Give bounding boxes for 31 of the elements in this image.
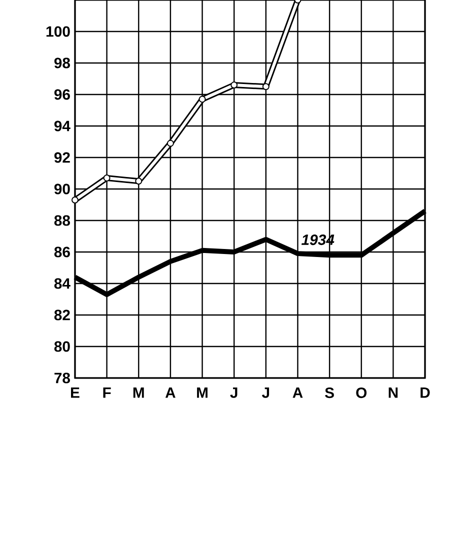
x-tick-label: J <box>230 387 238 398</box>
y-tick-label: 86 <box>54 246 70 258</box>
point <box>135 178 142 185</box>
x-tick-label: J <box>262 387 270 398</box>
x-tick-label: S <box>325 387 334 398</box>
y-tick-label: 78 <box>54 372 70 384</box>
x-tick-label: D <box>420 387 430 398</box>
y-tick-label: 90 <box>54 184 70 194</box>
x-tick-label: N <box>388 387 398 398</box>
x-tick-label: E <box>71 387 80 398</box>
x-tick-label: A <box>165 387 176 398</box>
x-tick-label: F <box>103 387 111 398</box>
point <box>72 196 78 204</box>
point <box>262 83 270 90</box>
y-tick-label: 96 <box>54 89 70 100</box>
x-tick-label: A <box>292 387 303 398</box>
point <box>166 140 174 147</box>
x-tick-label: M <box>133 387 144 398</box>
y-tick-label: 94 <box>54 120 70 132</box>
y-tick-label: 88 <box>54 215 70 226</box>
point <box>198 96 206 103</box>
point <box>230 82 238 89</box>
y-tick-label: 82 <box>54 310 70 320</box>
y-tick-label: 98 <box>54 58 70 68</box>
y-tick-label: 84 <box>54 278 70 289</box>
point <box>103 174 110 182</box>
x-tick-label: M <box>197 387 208 398</box>
y-tick-label: 100 <box>46 26 70 37</box>
y-tick-label: 80 <box>54 341 70 352</box>
x-tick-label: O <box>356 387 367 398</box>
y-tick-label: 92 <box>54 152 70 163</box>
